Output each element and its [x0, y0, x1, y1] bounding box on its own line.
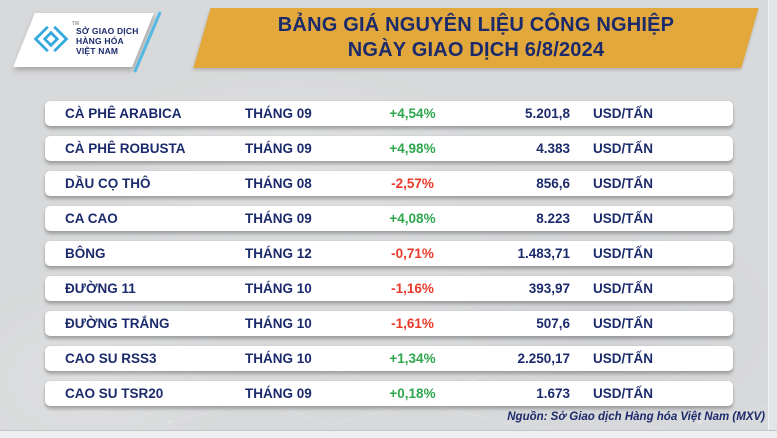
mxv-logo-icon: TM [30, 21, 79, 60]
table-row: DẦU CỌ THÔ THÁNG 08 -2,57% 856,6 USD/TẤN [45, 171, 733, 196]
table-row: CÀ PHÊ ARABICA THÁNG 09 +4,54% 5.201,8 U… [45, 101, 733, 126]
change-percent: +1,34% [389, 351, 436, 366]
price-unit: USD/TẤN [593, 141, 653, 156]
change-percent: -2,57% [391, 176, 434, 191]
change-percent: +4,54% [389, 106, 436, 121]
change-percent: -1,16% [391, 281, 434, 296]
price-value: 4.383 [536, 141, 570, 156]
contract-month: THÁNG 09 [245, 106, 312, 121]
price-table: CÀ PHÊ ARABICA THÁNG 09 +4,54% 5.201,8 U… [45, 101, 733, 416]
logo-text: SỞ GIAO DỊCH HÀNG HÓA VIỆT NAM [76, 26, 139, 56]
price-value: 1.673 [536, 386, 570, 401]
change-percent: -1,61% [391, 316, 434, 331]
commodity-name: ĐƯỜNG TRẮNG [65, 316, 170, 331]
logo-text-line1: SỞ GIAO DỊCH [76, 26, 139, 36]
page-title-line1: BẢNG GIÁ NGUYÊN LIỆU CÔNG NGHIỆP [277, 14, 675, 36]
slide-edge-right [768, 0, 777, 430]
price-unit: USD/TẤN [593, 316, 653, 331]
price-unit: USD/TẤN [593, 176, 653, 191]
contract-month: THÁNG 08 [245, 176, 312, 191]
contract-month: THÁNG 09 [245, 386, 312, 401]
slide-edge-bottom [0, 430, 777, 438]
commodity-name: CÀ PHÊ ROBUSTA [65, 141, 186, 156]
price-unit: USD/TẤN [593, 106, 653, 121]
source-caption: Nguồn: Sở Giao dịch Hàng hóa Việt Nam (M… [507, 411, 765, 423]
page-title-line2: NGÀY GIAO DỊCH 6/8/2024 [347, 39, 605, 61]
commodity-name: CAO SU TSR20 [65, 386, 164, 401]
price-unit: USD/TẤN [593, 351, 653, 366]
price-unit: USD/TẤN [593, 211, 653, 226]
commodity-name: ĐƯỜNG 11 [65, 281, 136, 296]
table-row: CA CAO THÁNG 09 +4,08% 8.223 USD/TẤN [45, 206, 733, 231]
contract-month: THÁNG 12 [245, 246, 312, 261]
table-row: ĐƯỜNG TRẮNG THÁNG 10 -1,61% 507,6 USD/TẤ… [45, 311, 733, 336]
commodity-name: CAO SU RSS3 [65, 351, 157, 366]
price-unit: USD/TẤN [593, 386, 653, 401]
commodity-name: DẦU CỌ THÔ [65, 176, 151, 191]
price-unit: USD/TẤN [593, 246, 653, 261]
table-row: CAO SU RSS3 THÁNG 10 +1,34% 2.250,17 USD… [45, 346, 733, 371]
price-value: 856,6 [536, 176, 570, 191]
change-percent: -0,71% [391, 246, 434, 261]
commodity-name: CÀ PHÊ ARABICA [65, 106, 182, 121]
table-row: ĐƯỜNG 11 THÁNG 10 -1,16% 393,97 USD/TẤN [45, 276, 733, 301]
trademark-label: TM [71, 20, 79, 27]
page-title: BẢNG GIÁ NGUYÊN LIỆU CÔNG NGHIỆP NGÀY GI… [202, 8, 750, 68]
price-value: 507,6 [536, 316, 570, 331]
contract-month: THÁNG 09 [245, 211, 312, 226]
logo-text-line3: VIỆT NAM [76, 46, 119, 56]
mxv-logo: TM SỞ GIAO DỊCH HÀNG HÓA VIỆT NAM [30, 17, 150, 65]
contract-month: THÁNG 10 [245, 351, 312, 366]
commodity-name: BÔNG [65, 246, 106, 261]
commodity-name: CA CAO [65, 211, 118, 226]
change-percent: +4,08% [389, 211, 436, 226]
table-row: BÔNG THÁNG 12 -0,71% 1.483,71 USD/TẤN [45, 241, 733, 266]
change-percent: +0,18% [389, 386, 436, 401]
contract-month: THÁNG 10 [245, 316, 312, 331]
price-value: 2.250,17 [517, 351, 570, 366]
contract-month: THÁNG 09 [245, 141, 312, 156]
price-value: 8.223 [536, 211, 570, 226]
price-unit: USD/TẤN [593, 281, 653, 296]
table-row: CÀ PHÊ ROBUSTA THÁNG 09 +4,98% 4.383 USD… [45, 136, 733, 161]
contract-month: THÁNG 10 [245, 281, 312, 296]
price-value: 393,97 [528, 281, 570, 296]
table-row: CAO SU TSR20 THÁNG 09 +0,18% 1.673 USD/T… [45, 381, 733, 406]
price-value: 1.483,71 [517, 246, 570, 261]
price-value: 5.201,8 [524, 106, 570, 121]
change-percent: +4,98% [389, 141, 436, 156]
logo-text-line2: HÀNG HÓA [76, 36, 124, 46]
